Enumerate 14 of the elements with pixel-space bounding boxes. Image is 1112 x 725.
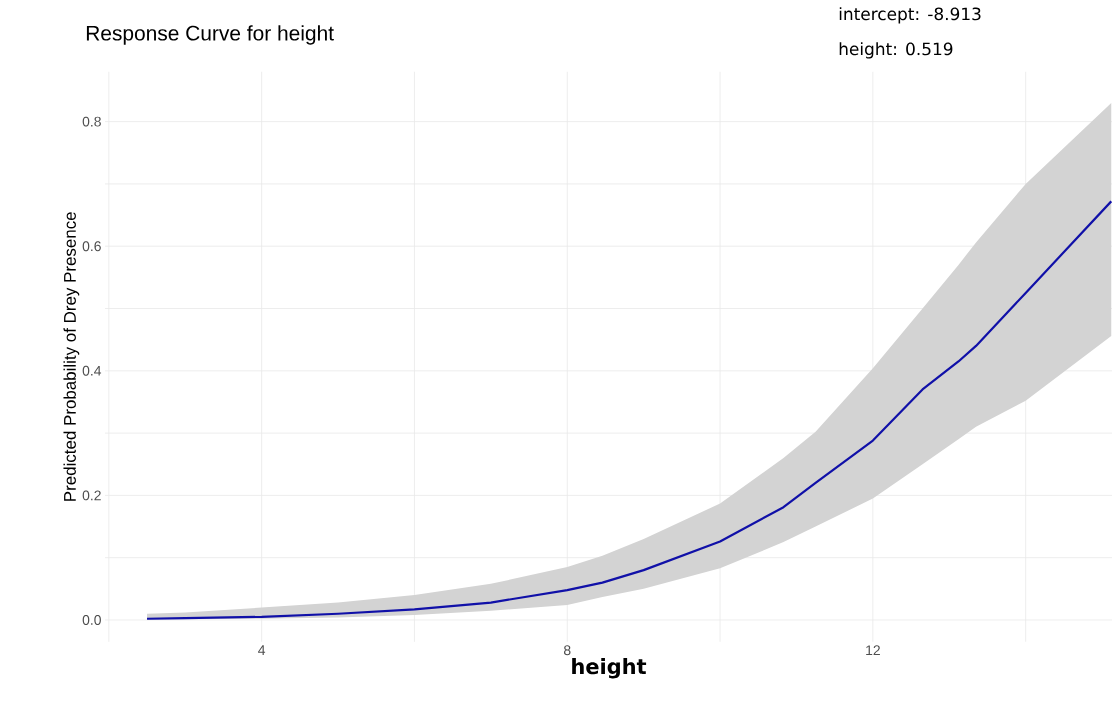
x-axis-title: height <box>572 658 647 679</box>
y-tick-label: 0.8 <box>82 116 101 127</box>
y-tick-label: 0.2 <box>82 490 101 501</box>
line-series <box>145 200 1112 620</box>
y-tick-label: 0.0 <box>82 615 101 625</box>
y-axis-title: Predicted Probability of Drey Presence <box>63 212 80 501</box>
x-tick-label: 8 <box>563 645 571 656</box>
text: height: 0.519 <box>839 42 953 59</box>
x-tick-label: 12 <box>866 645 880 656</box>
chart-title: Response Curve for height <box>86 25 334 45</box>
y-tick-label: 0.4 <box>82 365 102 376</box>
text: intercept: -8.913 <box>839 7 981 24</box>
x-tick-label: 4 <box>258 645 266 655</box>
y-tick-label: 0.6 <box>82 241 101 252</box>
